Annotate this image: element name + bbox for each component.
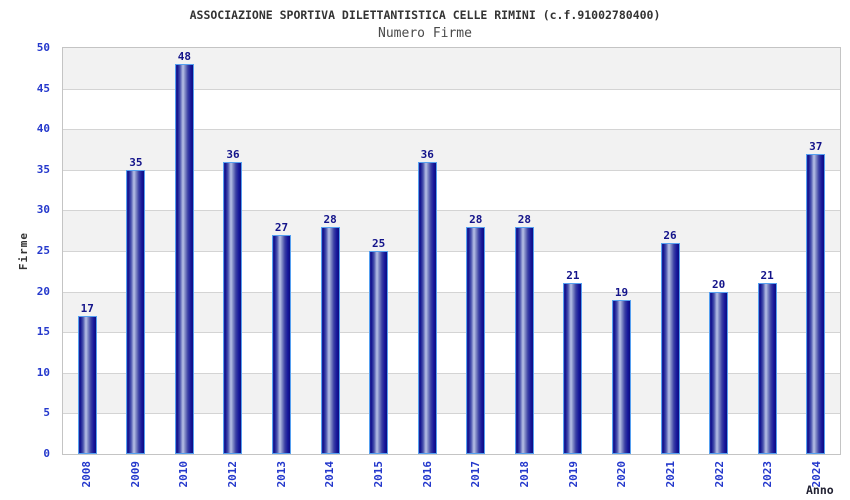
x-tick-label: 2008 — [79, 461, 93, 488]
bar-value-label: 26 — [663, 228, 677, 242]
x-tick-label: 2022 — [712, 461, 726, 488]
bars-container: 17 35 48 36 27 28 25 36 28 28 21 19 26 20 21 37 — [63, 48, 840, 454]
x-tick-label: 2021 — [664, 461, 678, 488]
x-tick-label: 2020 — [615, 461, 629, 488]
x-tick-label: 2009 — [128, 461, 142, 488]
bar-2010 — [174, 64, 194, 454]
y-tick-label: 20 — [36, 284, 50, 298]
y-tick-label: 40 — [36, 122, 50, 136]
x-tick-2016: 2016 — [403, 461, 452, 499]
bar-slot-2023: 21 — [743, 48, 792, 454]
bar-value-label: 28 — [323, 212, 337, 226]
bar-value-label: 17 — [80, 301, 94, 315]
chart-title: ASSOCIAZIONE SPORTIVA DILETTANTISTICA CE… — [189, 8, 661, 22]
bar-value-label: 48 — [177, 50, 192, 64]
bar-value-label: 37 — [809, 139, 823, 153]
bar-slot-2010: 48 — [160, 48, 209, 454]
bar-value-label: 28 — [469, 212, 483, 226]
bar-2019 — [563, 283, 583, 454]
bar-slot-2017: 28 — [452, 48, 501, 454]
y-tick-label: 30 — [36, 203, 50, 217]
bar-slot-2020: 19 — [597, 48, 646, 454]
x-tick-2008: 2008 — [62, 461, 111, 499]
bar-slot-2015: 25 — [354, 48, 403, 454]
bar-slot-2024: 37 — [791, 48, 840, 454]
x-tick-label: 2012 — [225, 461, 239, 488]
x-tick-label: 2010 — [177, 461, 191, 488]
x-tick-2009: 2009 — [111, 461, 160, 499]
bar-2015 — [369, 251, 389, 454]
bar-2012 — [223, 161, 243, 454]
x-tick-label: 2019 — [566, 461, 580, 488]
x-tick-label: 2013 — [274, 461, 288, 488]
y-tick-label: 35 — [36, 162, 50, 176]
x-tick-label: 2015 — [371, 461, 385, 488]
x-axis-title: Anno — [806, 483, 834, 497]
bar-slot-2014: 28 — [306, 48, 355, 454]
bar-slot-2013: 27 — [257, 48, 306, 454]
plot-area: 17 35 48 36 27 28 25 36 28 28 21 19 26 20 21 37 — [62, 47, 841, 455]
x-tick-2018: 2018 — [500, 461, 549, 499]
bar-value-label: 27 — [274, 220, 289, 234]
bar-2017 — [466, 226, 486, 454]
bar-slot-2009: 35 — [112, 48, 161, 454]
bar-2014 — [320, 226, 340, 454]
bar-2023 — [757, 283, 777, 454]
bar-slot-2019: 21 — [549, 48, 598, 454]
y-tick-label: 25 — [36, 244, 50, 257]
x-tick-2022: 2022 — [695, 461, 744, 499]
bar-value-label: 35 — [129, 155, 143, 169]
y-tick-label: 10 — [36, 365, 50, 379]
bar-value-label: 36 — [226, 147, 240, 161]
y-tick-label: 0 — [43, 447, 50, 460]
bar-2016 — [417, 161, 437, 454]
x-tick-2010: 2010 — [159, 461, 208, 499]
bar-value-label: 36 — [420, 147, 434, 161]
bar-2008 — [77, 315, 97, 454]
bar-2024 — [806, 153, 826, 454]
x-tick-2013: 2013 — [257, 461, 306, 499]
bar-2020 — [611, 299, 631, 454]
x-tick-2017: 2017 — [452, 461, 501, 499]
bar-value-label: 25 — [372, 237, 386, 250]
x-axis-ticks: 2008 2009 2010 2012 2013 2014 2015 2016 2017 2018… — [62, 461, 841, 499]
y-tick-label: 50 — [36, 41, 50, 54]
bar-slot-2022: 20 — [694, 48, 743, 454]
x-tick-label: 2014 — [323, 461, 337, 488]
bar-2022 — [709, 291, 729, 454]
chart-subtitle: Numero Firme — [378, 26, 472, 41]
bar-slot-2016: 36 — [403, 48, 452, 454]
bar-value-label: 21 — [760, 269, 774, 283]
x-tick-2012: 2012 — [208, 461, 257, 499]
x-tick-2021: 2021 — [646, 461, 695, 499]
bar-value-label: 20 — [711, 277, 726, 291]
x-tick-label: 2016 — [420, 461, 434, 488]
bar-value-label: 28 — [517, 212, 531, 226]
bar-value-label: 19 — [614, 285, 629, 299]
bar-2021 — [660, 242, 680, 454]
bar-2009 — [126, 169, 146, 454]
x-tick-label: 2017 — [469, 461, 483, 488]
bar-2013 — [272, 234, 292, 454]
x-tick-label: 2018 — [518, 461, 532, 488]
y-axis-ticks: 0 5 10 15 20 25 30 35 40 45 50 — [0, 41, 56, 460]
x-tick-2020: 2020 — [598, 461, 647, 499]
y-tick-label: 45 — [36, 81, 50, 95]
x-tick-2015: 2015 — [354, 461, 403, 499]
x-tick-label: 2023 — [761, 461, 775, 488]
x-tick-2014: 2014 — [305, 461, 354, 499]
bar-2018 — [514, 226, 534, 454]
y-tick-label: 5 — [43, 406, 50, 420]
bar-slot-2012: 36 — [209, 48, 258, 454]
y-tick-label: 15 — [36, 325, 50, 339]
bar-value-label: 21 — [566, 269, 580, 283]
bar-slot-2008: 17 — [63, 48, 112, 454]
x-tick-2023: 2023 — [744, 461, 793, 499]
bar-slot-2018: 28 — [500, 48, 549, 454]
bar-slot-2021: 26 — [646, 48, 695, 454]
x-tick-2019: 2019 — [549, 461, 598, 499]
